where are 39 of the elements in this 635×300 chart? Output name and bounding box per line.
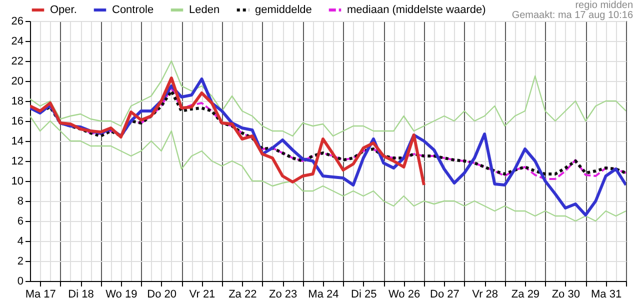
x-tick-label: Do 27 <box>430 288 460 300</box>
y-tick-label: 6 <box>17 216 24 228</box>
line-series <box>30 76 426 186</box>
y-tick-label: 2 <box>17 256 24 268</box>
y-tick-label: 4 <box>17 236 24 248</box>
y-tick-label: 14 <box>11 136 24 148</box>
x-tick-label: Za 22 <box>228 288 257 300</box>
x-tick-label: Wo 26 <box>388 288 420 300</box>
y-tick-label: 24 <box>11 36 24 48</box>
x-tick-label: Do 20 <box>147 288 176 300</box>
x-tick-label: Di 25 <box>351 288 377 300</box>
y-tick-label: 10 <box>11 176 24 188</box>
legend-label: gemiddelde <box>255 4 312 16</box>
text: regio midden <box>575 0 633 11</box>
y-tick-label: 16 <box>11 116 24 128</box>
y-tick-label: 12 <box>11 156 24 168</box>
line-series <box>30 115 626 222</box>
x-tick-label: Za 29 <box>511 288 540 300</box>
y-tick-label: 18 <box>11 96 24 108</box>
x-tick-label: Zo 23 <box>268 288 298 300</box>
x-tick-label: Ma 24 <box>308 288 339 300</box>
x-tick-label: Wo 19 <box>106 288 138 300</box>
y-tick-label: 20 <box>11 76 24 88</box>
x-tick-label: Di 18 <box>68 288 94 300</box>
x-tick-label: Ma 17 <box>25 288 56 300</box>
y-tick-label: 22 <box>11 56 24 68</box>
x-tick-label: Zo 30 <box>552 288 580 300</box>
legend-label: Oper. <box>50 4 77 16</box>
text: Gemaakt: ma 17 aug 10:16 <box>512 10 634 21</box>
x-tick-label: Vr 21 <box>189 288 216 300</box>
y-tick-label: 0 <box>17 276 24 288</box>
legend-label: Leden <box>189 4 220 16</box>
legend-label: Controle <box>112 4 154 16</box>
legend-label: mediaan (middelste waarde) <box>347 4 486 16</box>
line-series <box>30 60 626 137</box>
x-tick-label: Vr 28 <box>472 288 498 300</box>
x-tick-label: Ma 31 <box>591 288 622 300</box>
y-tick-label: 26 <box>11 16 24 28</box>
y-tick-label: 8 <box>17 196 24 208</box>
